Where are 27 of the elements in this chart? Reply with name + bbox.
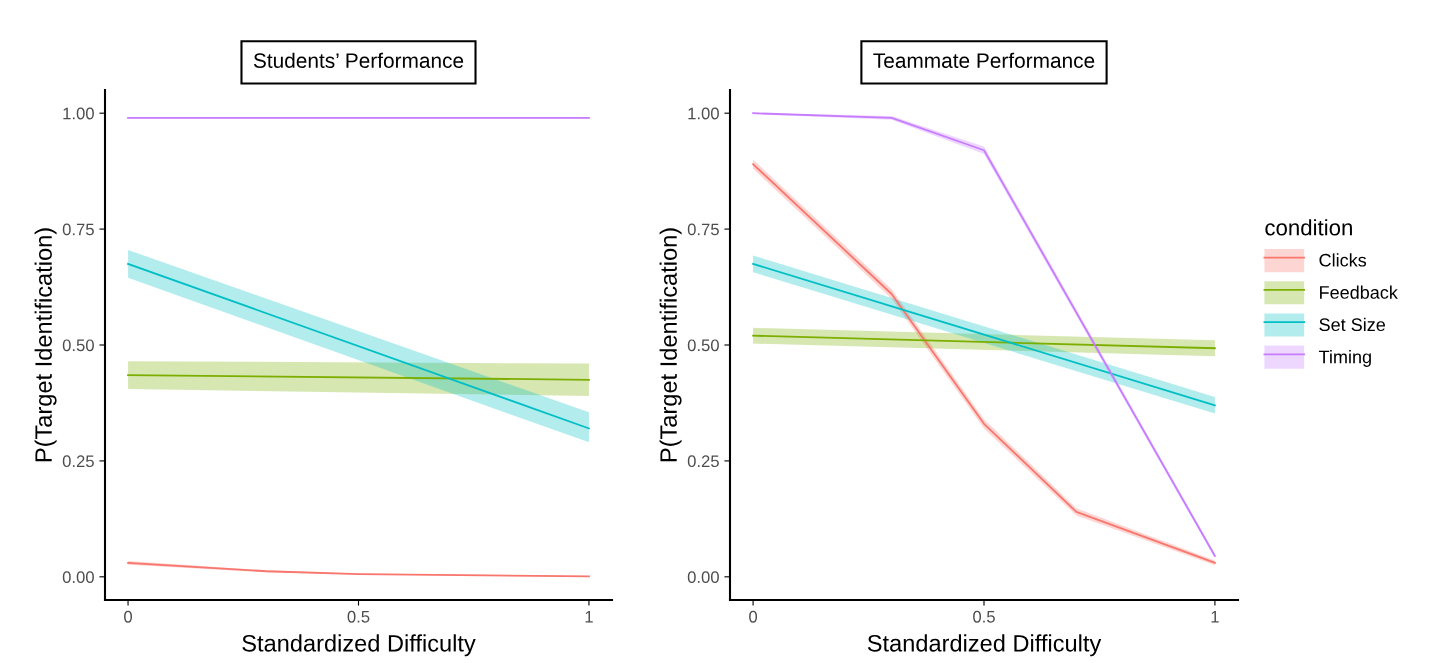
- x-tick-label: 0.5: [973, 610, 995, 623]
- y-tick-label: 0.00: [62, 571, 94, 584]
- legend-title: condition: [1265, 219, 1352, 236]
- y-tick-label: 1.00: [63, 107, 94, 120]
- x-tick-label: 0: [749, 610, 758, 623]
- y-tick-label: 0.75: [62, 223, 94, 236]
- x-tick-label: 0: [124, 610, 133, 623]
- y-tick-label: 0.50: [687, 339, 719, 352]
- x-axis-title: Standardized Difficulty: [242, 634, 476, 657]
- y-tick-label: 0.75: [687, 223, 719, 236]
- x-tick-label: 1: [585, 611, 593, 623]
- y-tick-label: 0.25: [62, 455, 94, 468]
- y-axis-title: P(Target Identification): [34, 228, 57, 462]
- legend-label: Set Size: [1319, 317, 1386, 332]
- legend-label: Clicks: [1319, 253, 1367, 267]
- y-tick-label: 0.25: [687, 455, 719, 468]
- chart-title: Students’ Performance: [253, 52, 464, 68]
- x-axis-title: Standardized Difficulty: [867, 634, 1102, 657]
- x-tick-label: 0.5: [347, 610, 370, 623]
- legend-label: Feedback: [1320, 285, 1398, 299]
- y-axis-title: P(Target Identification): [659, 228, 682, 462]
- x-tick-label: 1: [1211, 611, 1219, 623]
- chart-title: Teammate Performance: [873, 52, 1095, 68]
- y-tick-label: 0.00: [687, 571, 719, 584]
- legend-label: Timing: [1318, 350, 1371, 367]
- y-tick-label: 1.00: [688, 107, 719, 120]
- y-tick-label: 0.50: [62, 339, 94, 352]
